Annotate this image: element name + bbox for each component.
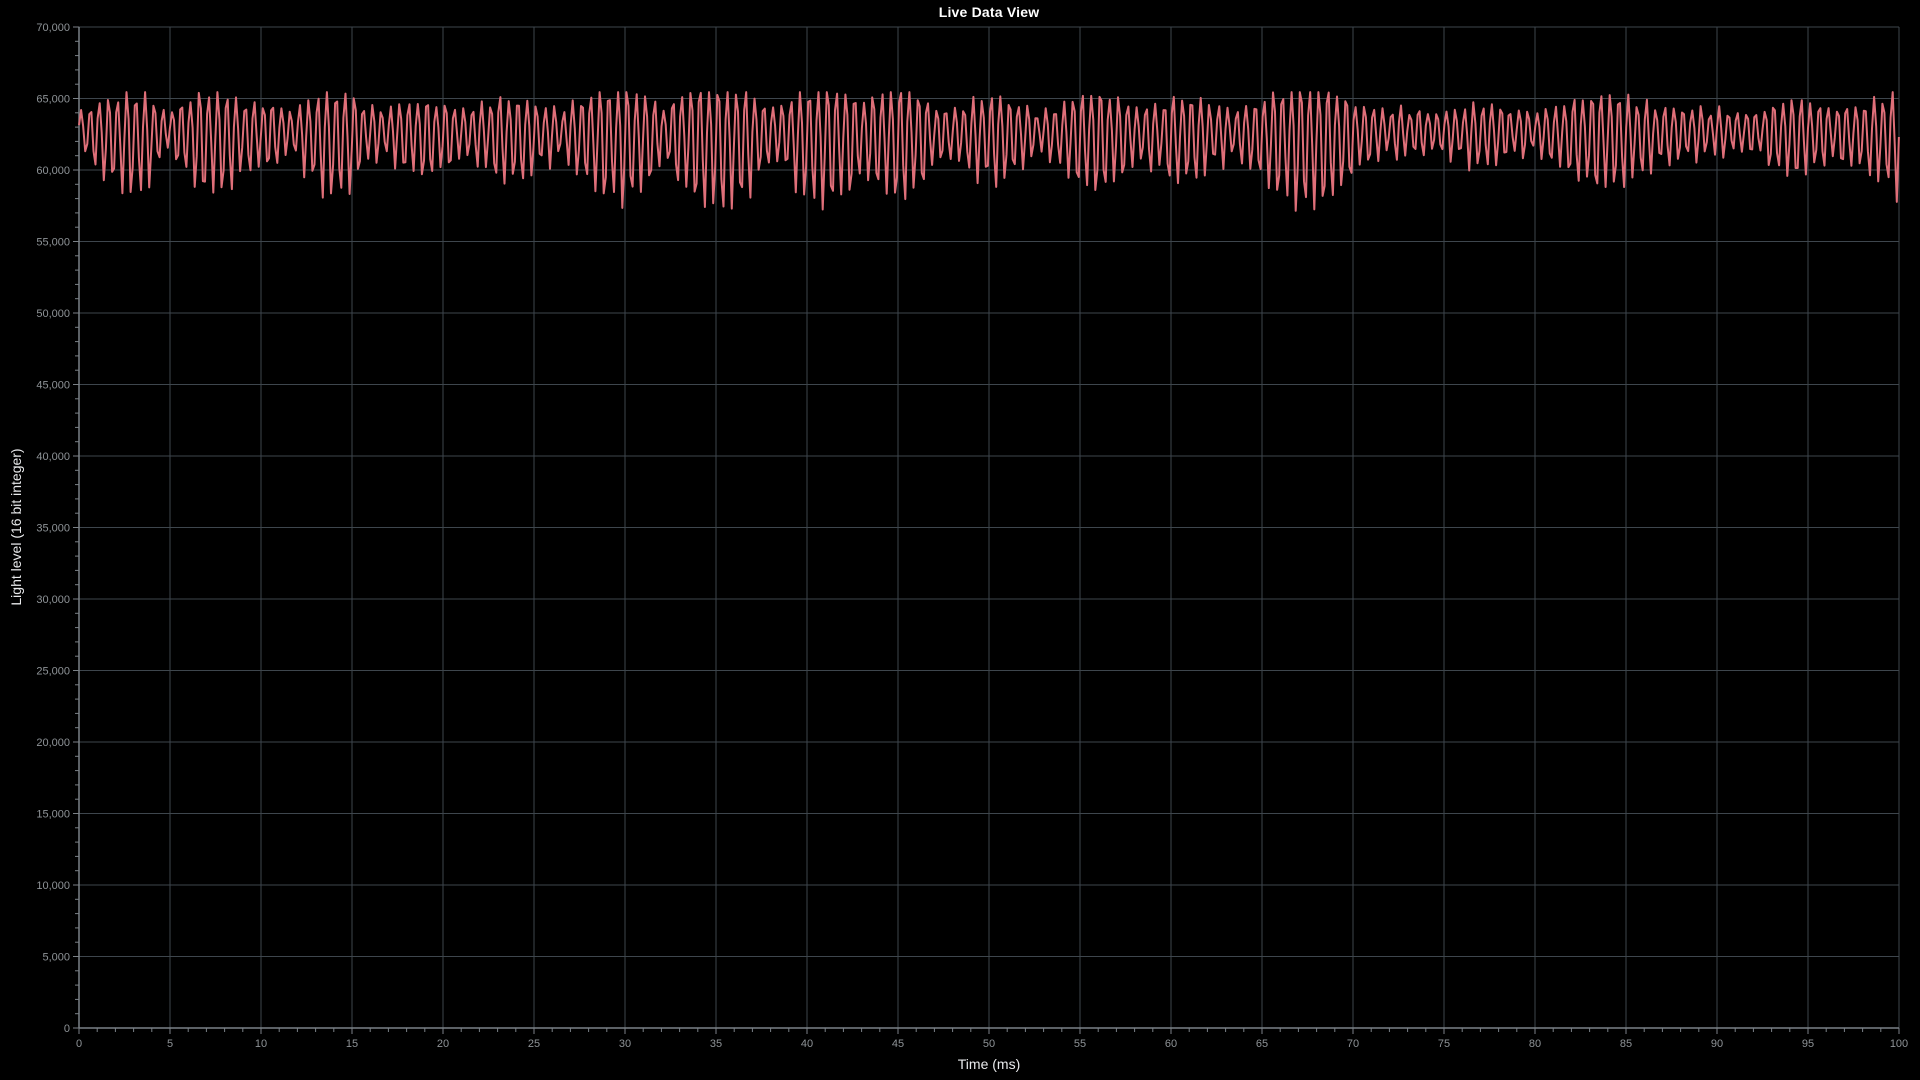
svg-text:55,000: 55,000: [36, 237, 70, 249]
svg-text:15: 15: [346, 1038, 358, 1050]
svg-text:45,000: 45,000: [36, 380, 70, 392]
svg-text:35: 35: [710, 1038, 722, 1050]
chart-title: Live Data View: [938, 4, 1040, 20]
svg-text:15,000: 15,000: [36, 809, 70, 821]
x-tick-labels: 0 5 10 15 20 25 30 35 40 45 50 55 60 65 70 75 80 85 90 95 10…: [76, 1038, 1908, 1050]
svg-text:0: 0: [76, 1038, 82, 1050]
x-axis-title: Time (ms): [957, 1056, 1021, 1072]
svg-text:60,000: 60,000: [36, 165, 70, 177]
svg-text:30,000: 30,000: [36, 594, 70, 606]
svg-text:75: 75: [1438, 1038, 1450, 1050]
svg-text:90: 90: [1711, 1038, 1723, 1050]
svg-text:50,000: 50,000: [36, 308, 70, 320]
y-tick-labels: 0 5,000 10,000 15,000 20,000 25,000 30,000 35,0…: [36, 22, 70, 1035]
minor-ticks: [75, 40, 1882, 1032]
svg-text:35,000: 35,000: [36, 523, 70, 535]
svg-text:45: 45: [892, 1038, 904, 1050]
svg-text:20: 20: [437, 1038, 449, 1050]
svg-text:10: 10: [255, 1038, 267, 1050]
svg-text:40,000: 40,000: [36, 451, 70, 463]
svg-text:10,000: 10,000: [36, 880, 70, 892]
svg-text:95: 95: [1802, 1038, 1814, 1050]
svg-text:40: 40: [801, 1038, 813, 1050]
svg-text:80: 80: [1529, 1038, 1541, 1050]
svg-text:20,000: 20,000: [36, 737, 70, 749]
svg-text:70,000: 70,000: [36, 22, 70, 34]
svg-text:25: 25: [528, 1038, 540, 1050]
svg-text:5,000: 5,000: [42, 952, 70, 964]
svg-text:30: 30: [619, 1038, 631, 1050]
svg-text:50: 50: [983, 1038, 995, 1050]
svg-text:65: 65: [1256, 1038, 1268, 1050]
grid-lines: [78, 26, 1900, 1029]
svg-text:70: 70: [1347, 1038, 1359, 1050]
light-level-series-line: [78, 91, 1900, 212]
svg-text:55: 55: [1074, 1038, 1086, 1050]
svg-text:0: 0: [64, 1023, 70, 1035]
svg-text:100: 100: [1890, 1038, 1908, 1050]
svg-text:25,000: 25,000: [36, 666, 70, 678]
axis-lines: [73, 26, 1900, 1034]
svg-text:5: 5: [167, 1038, 173, 1050]
svg-text:85: 85: [1620, 1038, 1632, 1050]
svg-text:65,000: 65,000: [36, 94, 70, 106]
svg-text:60: 60: [1165, 1038, 1177, 1050]
